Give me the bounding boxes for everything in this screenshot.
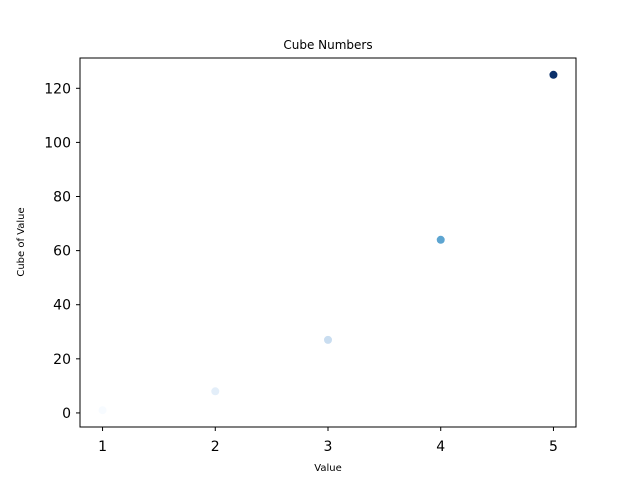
- data-point-3: [324, 335, 332, 344]
- y-tick-label: 120: [44, 81, 71, 97]
- y-tick-label: 20: [53, 352, 71, 368]
- y-tick-label: 40: [53, 298, 71, 314]
- x-axis-ticks: 1 2 3 4 5: [98, 427, 558, 455]
- data-points: [98, 70, 558, 415]
- y-axis-ticks: 0 20 40 60 80 100 120: [44, 81, 80, 422]
- y-tick-label: 60: [53, 244, 71, 260]
- y-tick-label: 100: [44, 135, 71, 151]
- x-tick-label: 5: [549, 439, 558, 455]
- data-point-5: [549, 70, 558, 79]
- x-tick-label: 2: [211, 439, 220, 455]
- chart-title: Cube Numbers: [283, 38, 372, 52]
- x-tick-label: 1: [98, 439, 107, 455]
- x-axis-label: Value: [314, 463, 341, 474]
- y-axis-label: Cube of Value: [16, 207, 27, 276]
- axes-frame: [79, 57, 577, 428]
- data-point-2: [211, 387, 220, 396]
- data-point-1: [98, 406, 107, 415]
- x-tick-label: 3: [324, 439, 333, 455]
- x-tick-label: 4: [436, 439, 445, 455]
- y-tick-label: 80: [53, 190, 71, 206]
- data-point-4: [436, 235, 445, 244]
- plot-area: 1 2 3 4 5 0 20 40 60 80 100 120: [44, 57, 577, 455]
- y-tick-label: 0: [62, 406, 71, 422]
